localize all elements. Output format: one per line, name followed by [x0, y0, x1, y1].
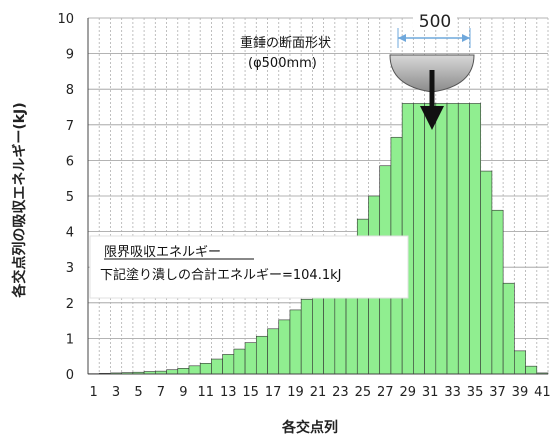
bar [188, 365, 201, 375]
x-tick-label: 31 [422, 385, 439, 400]
x-tick-label: 5 [134, 385, 142, 400]
x-tick-label: 29 [399, 385, 416, 400]
axes [87, 18, 548, 375]
limit-energy-annotation: 限界吸収エネルギー 下記塗り潰しの合計エネルギー=104.1kJ [89, 235, 409, 299]
y-tick-labels: 0 1 2 3 4 5 6 7 8 9 10 [57, 12, 74, 383]
x-tick-label: 9 [179, 385, 187, 400]
x-tick-label: 15 [242, 385, 259, 400]
bar [424, 103, 437, 375]
bar [446, 103, 459, 375]
x-tick-label: 19 [287, 385, 304, 400]
bar [211, 358, 223, 375]
y-tick-label: 2 [66, 297, 74, 312]
bar [480, 170, 493, 375]
weight-shape-size: (φ500mm) [248, 56, 317, 71]
bar [413, 103, 425, 375]
bar [491, 209, 504, 375]
x-tick-label: 11 [198, 385, 215, 400]
x-tick-label: 25 [355, 385, 372, 400]
x-tick-label: 17 [265, 385, 282, 400]
y-tick-label: 1 [66, 332, 74, 347]
bar [435, 103, 448, 375]
x-tick-label: 35 [467, 385, 484, 400]
x-tick-label: 1 [89, 385, 97, 400]
x-tick-label: 27 [377, 385, 394, 400]
bar [177, 368, 190, 375]
dimension-indicator [397, 28, 471, 48]
bar [166, 369, 179, 375]
bar [199, 363, 212, 375]
x-tick-labels: 1 3 5 7 9 11 13 15 17 19 21 23 25 27 29 31 33 35 37 39 41 [89, 385, 550, 400]
x-tick-label: 3 [112, 385, 120, 400]
bar [255, 335, 268, 375]
y-tick-label: 4 [66, 226, 74, 241]
y-tick-label: 8 [66, 83, 74, 98]
bar [457, 103, 470, 375]
x-tick-label: 41 [534, 385, 551, 400]
y-tick-label: 9 [66, 48, 74, 63]
y-tick-label: 10 [57, 12, 74, 27]
y-tick-label: 6 [66, 154, 74, 169]
x-tick-label: 21 [310, 385, 327, 400]
y-tick-label: 7 [66, 119, 74, 134]
bar [312, 287, 324, 375]
x-tick-label: 39 [512, 385, 529, 400]
dimension-label: 500 [419, 12, 451, 32]
weight-shape-title: 重錘の断面形状 [240, 35, 331, 51]
bar [525, 365, 538, 375]
y-tick-label: 0 [66, 368, 74, 383]
y-tick-label: 3 [66, 261, 74, 276]
annotation-line-1: 限界吸収エネルギー [104, 245, 221, 260]
bar [244, 342, 257, 375]
bar [222, 354, 235, 375]
y-tick-label: 5 [66, 190, 74, 205]
bar [514, 350, 526, 375]
bar [233, 348, 246, 375]
bar [278, 319, 291, 375]
down-arrow-icon [420, 70, 444, 130]
x-tick-label: 13 [220, 385, 237, 400]
annotation-line-2: 下記塗り潰しの合計エネルギー=104.1kJ [100, 267, 341, 283]
bar [289, 309, 302, 375]
bar [267, 328, 280, 375]
x-tick-label: 7 [157, 385, 165, 400]
x-tick-label: 37 [489, 385, 506, 400]
y-axis-title: 各交点列の吸収エネルギー(kJ) [11, 102, 28, 298]
bar [469, 103, 481, 375]
x-tick-label: 33 [444, 385, 461, 400]
x-axis-title: 各交点列 [281, 419, 338, 436]
bar [300, 298, 313, 375]
bar [502, 282, 515, 375]
x-tick-label: 23 [332, 385, 349, 400]
